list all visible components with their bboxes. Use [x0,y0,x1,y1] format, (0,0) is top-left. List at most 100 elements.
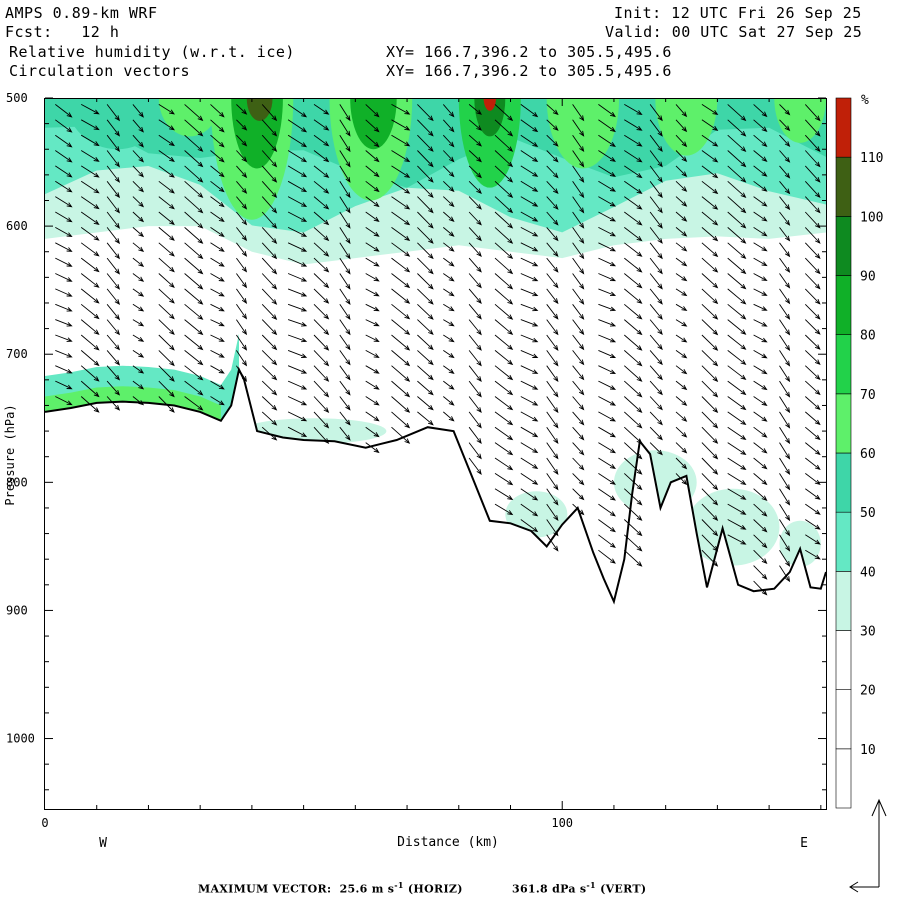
vector-arrow [210,273,225,282]
vector-arrow [753,334,768,343]
vector-arrow [649,365,663,381]
y-tick-label-700: 700 [6,347,28,361]
vector-arrow [287,226,308,237]
vector-arrow [805,488,821,500]
vector-arrow [417,396,434,411]
vector-arrow [572,257,585,275]
y-axis-label: Pressure (hPa) [3,404,17,505]
vector-arrow [520,104,539,118]
vector-arrow [287,334,308,343]
vector-arrow [804,288,821,305]
vector-arrow [598,273,617,282]
vector-arrow [649,288,663,305]
vector-arrow [598,349,617,359]
vector-arrow [753,319,768,327]
vector-arrow [210,334,225,342]
vector-arrow [753,134,768,147]
vector-arrow [106,257,121,275]
vector-arrow [779,503,791,522]
vector-arrow [675,426,688,438]
vector-arrow [753,534,768,549]
vector-arrow [727,350,747,366]
vector-arrow [106,211,121,229]
vector-arrow [442,104,455,118]
vector-arrow [261,134,278,152]
vector-arrow [468,380,482,398]
vector-arrow [80,350,100,367]
vector-arrow [365,180,380,193]
vector-arrow [210,319,225,327]
vector-arrow [339,273,351,290]
model-title: AMPS 0.89-km WRF [5,4,158,22]
vector-arrow [80,396,100,413]
vector-arrow [804,196,821,214]
vector-arrow [184,257,204,275]
vector-arrow [417,150,434,168]
vector-arrow [520,473,539,485]
vector-arrow [132,242,145,253]
vector-arrow [236,242,248,257]
vector-arrow [184,365,204,381]
vector-arrow [106,196,121,214]
vector-arrow [598,303,617,312]
vector-arrow [494,319,514,335]
vector-arrow [80,242,100,257]
vector-arrow [727,273,747,290]
vector-arrow [572,473,585,486]
vector-arrow [624,303,643,320]
vector-arrow [546,503,559,522]
vector-arrow [55,349,73,358]
vector-arrow [546,196,559,210]
vector-arrow [727,396,747,411]
vector-arrow [649,396,663,411]
vector-arrow [55,380,73,390]
vector-arrow [649,150,663,168]
vector-arrow [598,226,617,237]
vector-arrow [339,319,351,336]
vector-arrow [701,426,719,444]
vector-arrow [184,104,204,122]
colorbar-label-30: 30 [860,625,876,640]
colorbar-label-100: 100 [860,210,883,225]
vector-arrow [572,396,585,411]
vector-arrow [132,180,144,193]
vector-arrow [468,319,482,336]
vector-arrow [598,242,617,252]
vector-arrow [804,211,821,229]
y-tick-label-500: 500 [6,91,28,105]
vector-arrow [468,242,482,257]
vector-arrow [365,273,380,282]
vector-arrow [546,534,559,552]
vector-arrow [210,257,225,267]
vector-arrow [158,319,175,336]
vector-arrow [727,180,747,198]
vector-arrow [287,257,308,267]
vector-arrow [649,104,663,122]
vector-arrow [623,380,643,398]
vector-arrow [779,227,791,242]
vector-arrow [158,303,175,320]
vector-arrow [132,288,145,297]
vector-arrow [520,380,539,390]
vector-arrow [572,211,585,229]
vector-arrow [779,273,791,289]
vector-arrow [132,134,144,148]
vector-arrow [520,365,539,374]
vector-arrow [649,181,663,199]
vector-arrow [391,134,411,147]
vector-arrow [313,426,330,444]
vector-arrow [184,288,204,305]
vector-arrow [546,227,559,242]
vector-arrow [158,227,175,241]
vector-arrow [287,180,308,193]
vector-arrow [287,119,308,133]
vector-arrow [442,180,455,193]
vector-arrow [727,242,747,259]
vector-arrow [365,211,380,222]
vector-arrow [55,180,73,193]
vector-arrow [261,227,278,244]
vector-arrow [675,365,688,375]
vector-arrow [649,227,663,244]
vector-arrow [623,396,643,413]
vector-arrow [236,288,248,304]
